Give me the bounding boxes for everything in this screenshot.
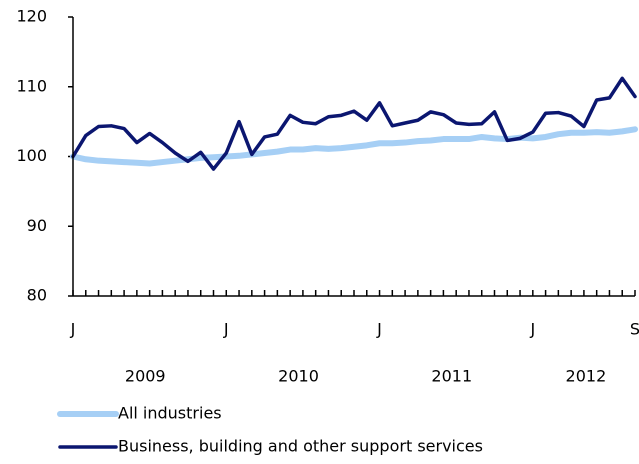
y-tick-label: 100 [16,146,47,165]
y-tick-label: 90 [27,216,47,235]
x-tick-label: J [223,320,229,339]
year-label: 2010 [278,367,319,386]
x-tick-label: S [630,320,639,339]
y-tick-label: 110 [16,76,47,95]
legend-label: Business, building and other support ser… [118,437,483,456]
y-tick-label: 120 [16,7,47,26]
year-label: 2012 [566,367,607,386]
year-label: 2011 [431,367,472,386]
series-line [70,126,638,167]
y-tick-label: 80 [27,286,47,305]
legend-label: All industries [118,404,222,423]
year-label: 2009 [125,367,166,386]
x-tick-label: J [376,320,382,339]
x-tick-label: J [70,320,76,339]
series-line [71,76,637,171]
x-tick-label: J [529,320,535,339]
